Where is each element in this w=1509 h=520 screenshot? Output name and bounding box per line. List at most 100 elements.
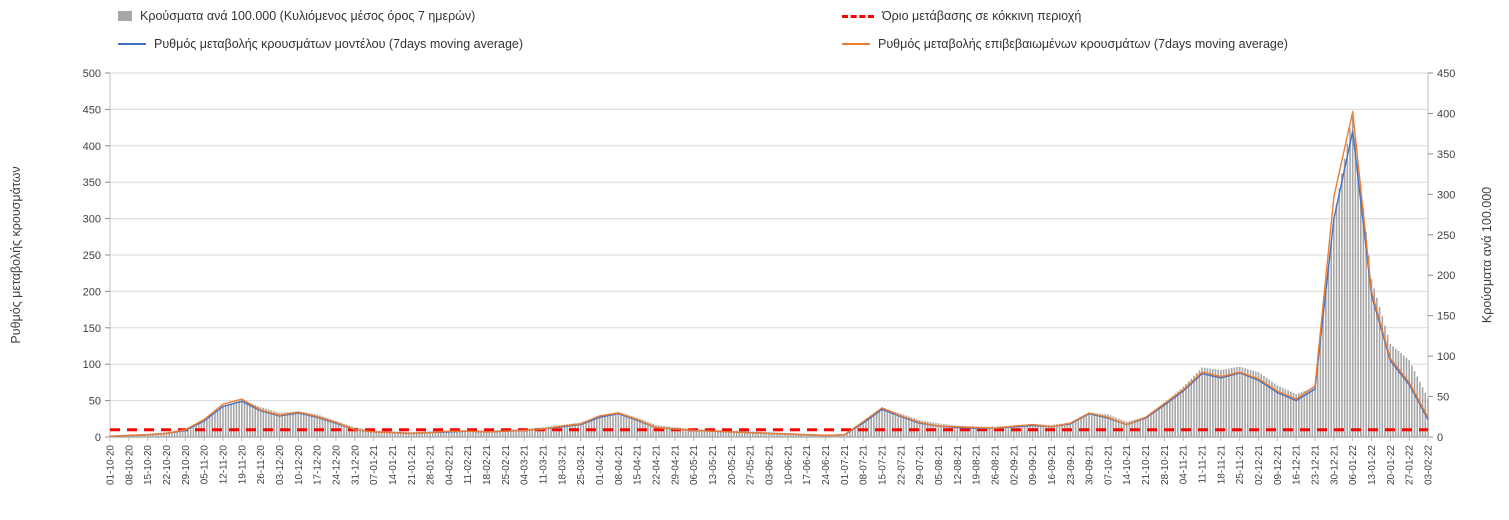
svg-text:300: 300: [83, 214, 101, 226]
legend-item-confirmed-rate: Ρυθμός μεταβολής επιβεβαιωμένων κρουσμάτ…: [842, 37, 1288, 51]
svg-text:22-07-21: 22-07-21: [896, 445, 907, 485]
legend-item-cases-per-100k: Κρούσματα ανά 100.000 (Κυλιόμενος μέσος …: [118, 9, 475, 23]
svg-text:25-03-21: 25-03-21: [576, 445, 587, 485]
svg-text:26-08-21: 26-08-21: [990, 445, 1001, 485]
svg-text:22-04-21: 22-04-21: [652, 445, 663, 485]
svg-text:10-06-21: 10-06-21: [783, 445, 794, 485]
svg-text:30-12-21: 30-12-21: [1329, 445, 1340, 485]
svg-text:09-09-21: 09-09-21: [1028, 445, 1039, 485]
legend-label-cases-per-100k: Κρούσματα ανά 100.000 (Κυλιόμενος μέσος …: [140, 9, 476, 23]
legend-label-red-threshold: Όριο μετάβασης σε κόκκινη περιοχή: [882, 9, 1082, 23]
svg-text:27-01-22: 27-01-22: [1405, 445, 1416, 485]
svg-text:30-09-21: 30-09-21: [1085, 445, 1096, 485]
svg-text:16-12-21: 16-12-21: [1292, 445, 1303, 485]
svg-text:14-10-21: 14-10-21: [1122, 445, 1133, 485]
svg-text:0: 0: [95, 432, 101, 444]
svg-text:15-07-21: 15-07-21: [878, 445, 889, 485]
svg-text:150: 150: [1437, 311, 1455, 323]
svg-text:09-12-21: 09-12-21: [1273, 445, 1284, 485]
svg-text:28-01-21: 28-01-21: [426, 445, 437, 485]
svg-text:03-06-21: 03-06-21: [765, 445, 776, 485]
svg-text:07-10-21: 07-10-21: [1103, 445, 1114, 485]
svg-text:20-05-21: 20-05-21: [727, 445, 738, 485]
svg-text:01-04-21: 01-04-21: [595, 445, 606, 485]
svg-text:400: 400: [1437, 108, 1455, 120]
svg-text:08-10-20: 08-10-20: [124, 445, 135, 485]
bars-series: [109, 113, 1429, 438]
svg-text:12-08-21: 12-08-21: [953, 445, 964, 485]
svg-text:03-12-20: 03-12-20: [275, 445, 286, 485]
confirmed-rate-line: [109, 110, 1429, 437]
svg-text:17-12-20: 17-12-20: [313, 445, 324, 485]
svg-text:02-09-21: 02-09-21: [1009, 445, 1020, 485]
right-axis-title: Κρούσματα ανά 100.000: [1480, 187, 1494, 323]
svg-text:17-06-21: 17-06-21: [802, 445, 813, 485]
svg-text:29-04-21: 29-04-21: [670, 445, 681, 485]
svg-text:19-08-21: 19-08-21: [972, 445, 983, 485]
threshold-dash-swatch-icon: [842, 14, 874, 18]
svg-text:400: 400: [83, 141, 101, 153]
svg-text:450: 450: [1437, 68, 1455, 80]
svg-text:23-09-21: 23-09-21: [1066, 445, 1077, 485]
svg-text:11-03-21: 11-03-21: [539, 445, 550, 485]
svg-text:28-10-21: 28-10-21: [1160, 445, 1171, 485]
svg-text:25-02-21: 25-02-21: [501, 445, 512, 485]
svg-text:26-11-20: 26-11-20: [256, 445, 267, 485]
svg-text:29-10-20: 29-10-20: [181, 445, 192, 485]
svg-text:100: 100: [1437, 351, 1455, 363]
svg-text:07-01-21: 07-01-21: [369, 445, 380, 485]
svg-text:15-04-21: 15-04-21: [633, 445, 644, 485]
svg-text:300: 300: [1437, 189, 1455, 201]
legend-label-model-rate: Ρυθμός μεταβολής κρουσμάτων μοντέλου (7d…: [154, 37, 524, 51]
legend-label-confirmed-rate: Ρυθμός μεταβολής επιβεβαιωμένων κρουσμάτ…: [878, 37, 1288, 51]
svg-text:18-11-21: 18-11-21: [1216, 445, 1227, 485]
left-axis-title: Ρυθμός μεταβολής κρουσμάτων: [9, 166, 23, 343]
svg-text:13-01-22: 13-01-22: [1367, 445, 1378, 485]
svg-text:04-11-21: 04-11-21: [1179, 445, 1190, 485]
model-line-swatch-icon: [118, 43, 146, 45]
svg-text:06-05-21: 06-05-21: [689, 445, 700, 485]
svg-text:21-10-21: 21-10-21: [1141, 445, 1152, 485]
svg-text:450: 450: [83, 104, 101, 116]
svg-text:29-07-21: 29-07-21: [915, 445, 926, 485]
svg-text:21-01-21: 21-01-21: [407, 445, 418, 485]
svg-text:31-12-20: 31-12-20: [350, 445, 361, 485]
x-axis-labels: 01-10-20 08-10-20 15-10-20 22-10-20 29-10-20…: [106, 437, 1435, 485]
svg-text:50: 50: [1437, 392, 1449, 404]
svg-text:200: 200: [1437, 270, 1455, 282]
svg-text:100: 100: [83, 359, 101, 371]
left-axis-labels: 0 50 100 150 200 250 300 350 400 450 500: [83, 68, 110, 444]
svg-text:150: 150: [83, 323, 101, 335]
svg-text:200: 200: [83, 286, 101, 298]
svg-text:02-12-21: 02-12-21: [1254, 445, 1265, 485]
legend-item-model-rate: Ρυθμός μεταβολής κρουσμάτων μοντέλου (7d…: [118, 37, 523, 51]
svg-text:15-10-20: 15-10-20: [143, 445, 154, 485]
svg-text:250: 250: [1437, 230, 1455, 242]
svg-text:16-09-21: 16-09-21: [1047, 445, 1058, 485]
svg-text:06-01-22: 06-01-22: [1348, 445, 1359, 485]
svg-text:01-10-20: 01-10-20: [106, 445, 117, 485]
svg-text:23-12-21: 23-12-21: [1311, 445, 1322, 485]
svg-text:22-10-20: 22-10-20: [162, 445, 173, 485]
svg-text:0: 0: [1437, 432, 1443, 444]
svg-text:12-11-20: 12-11-20: [219, 445, 230, 485]
svg-text:11-02-21: 11-02-21: [463, 445, 474, 485]
model-rate-line: [109, 130, 1429, 437]
svg-text:11-11-21: 11-11-21: [1198, 445, 1209, 484]
svg-text:18-02-21: 18-02-21: [482, 445, 493, 485]
svg-text:04-03-21: 04-03-21: [520, 445, 531, 485]
svg-text:24-12-20: 24-12-20: [331, 445, 342, 485]
svg-text:03-02-22: 03-02-22: [1424, 445, 1435, 485]
svg-text:10-12-20: 10-12-20: [294, 445, 305, 485]
right-axis-labels: 0 50 100 150 200 250 300 350 400 450: [1428, 68, 1455, 444]
svg-text:250: 250: [83, 250, 101, 262]
legend-item-red-threshold: Όριο μετάβασης σε κόκκινη περιοχή: [842, 9, 1081, 23]
svg-text:14-01-21: 14-01-21: [388, 445, 399, 485]
svg-text:18-03-21: 18-03-21: [557, 445, 568, 485]
gridlines: [109, 72, 1429, 438]
svg-text:20-01-22: 20-01-22: [1386, 445, 1397, 485]
svg-text:13-05-21: 13-05-21: [708, 445, 719, 485]
svg-text:500: 500: [83, 68, 101, 80]
svg-text:24-06-21: 24-06-21: [821, 445, 832, 485]
